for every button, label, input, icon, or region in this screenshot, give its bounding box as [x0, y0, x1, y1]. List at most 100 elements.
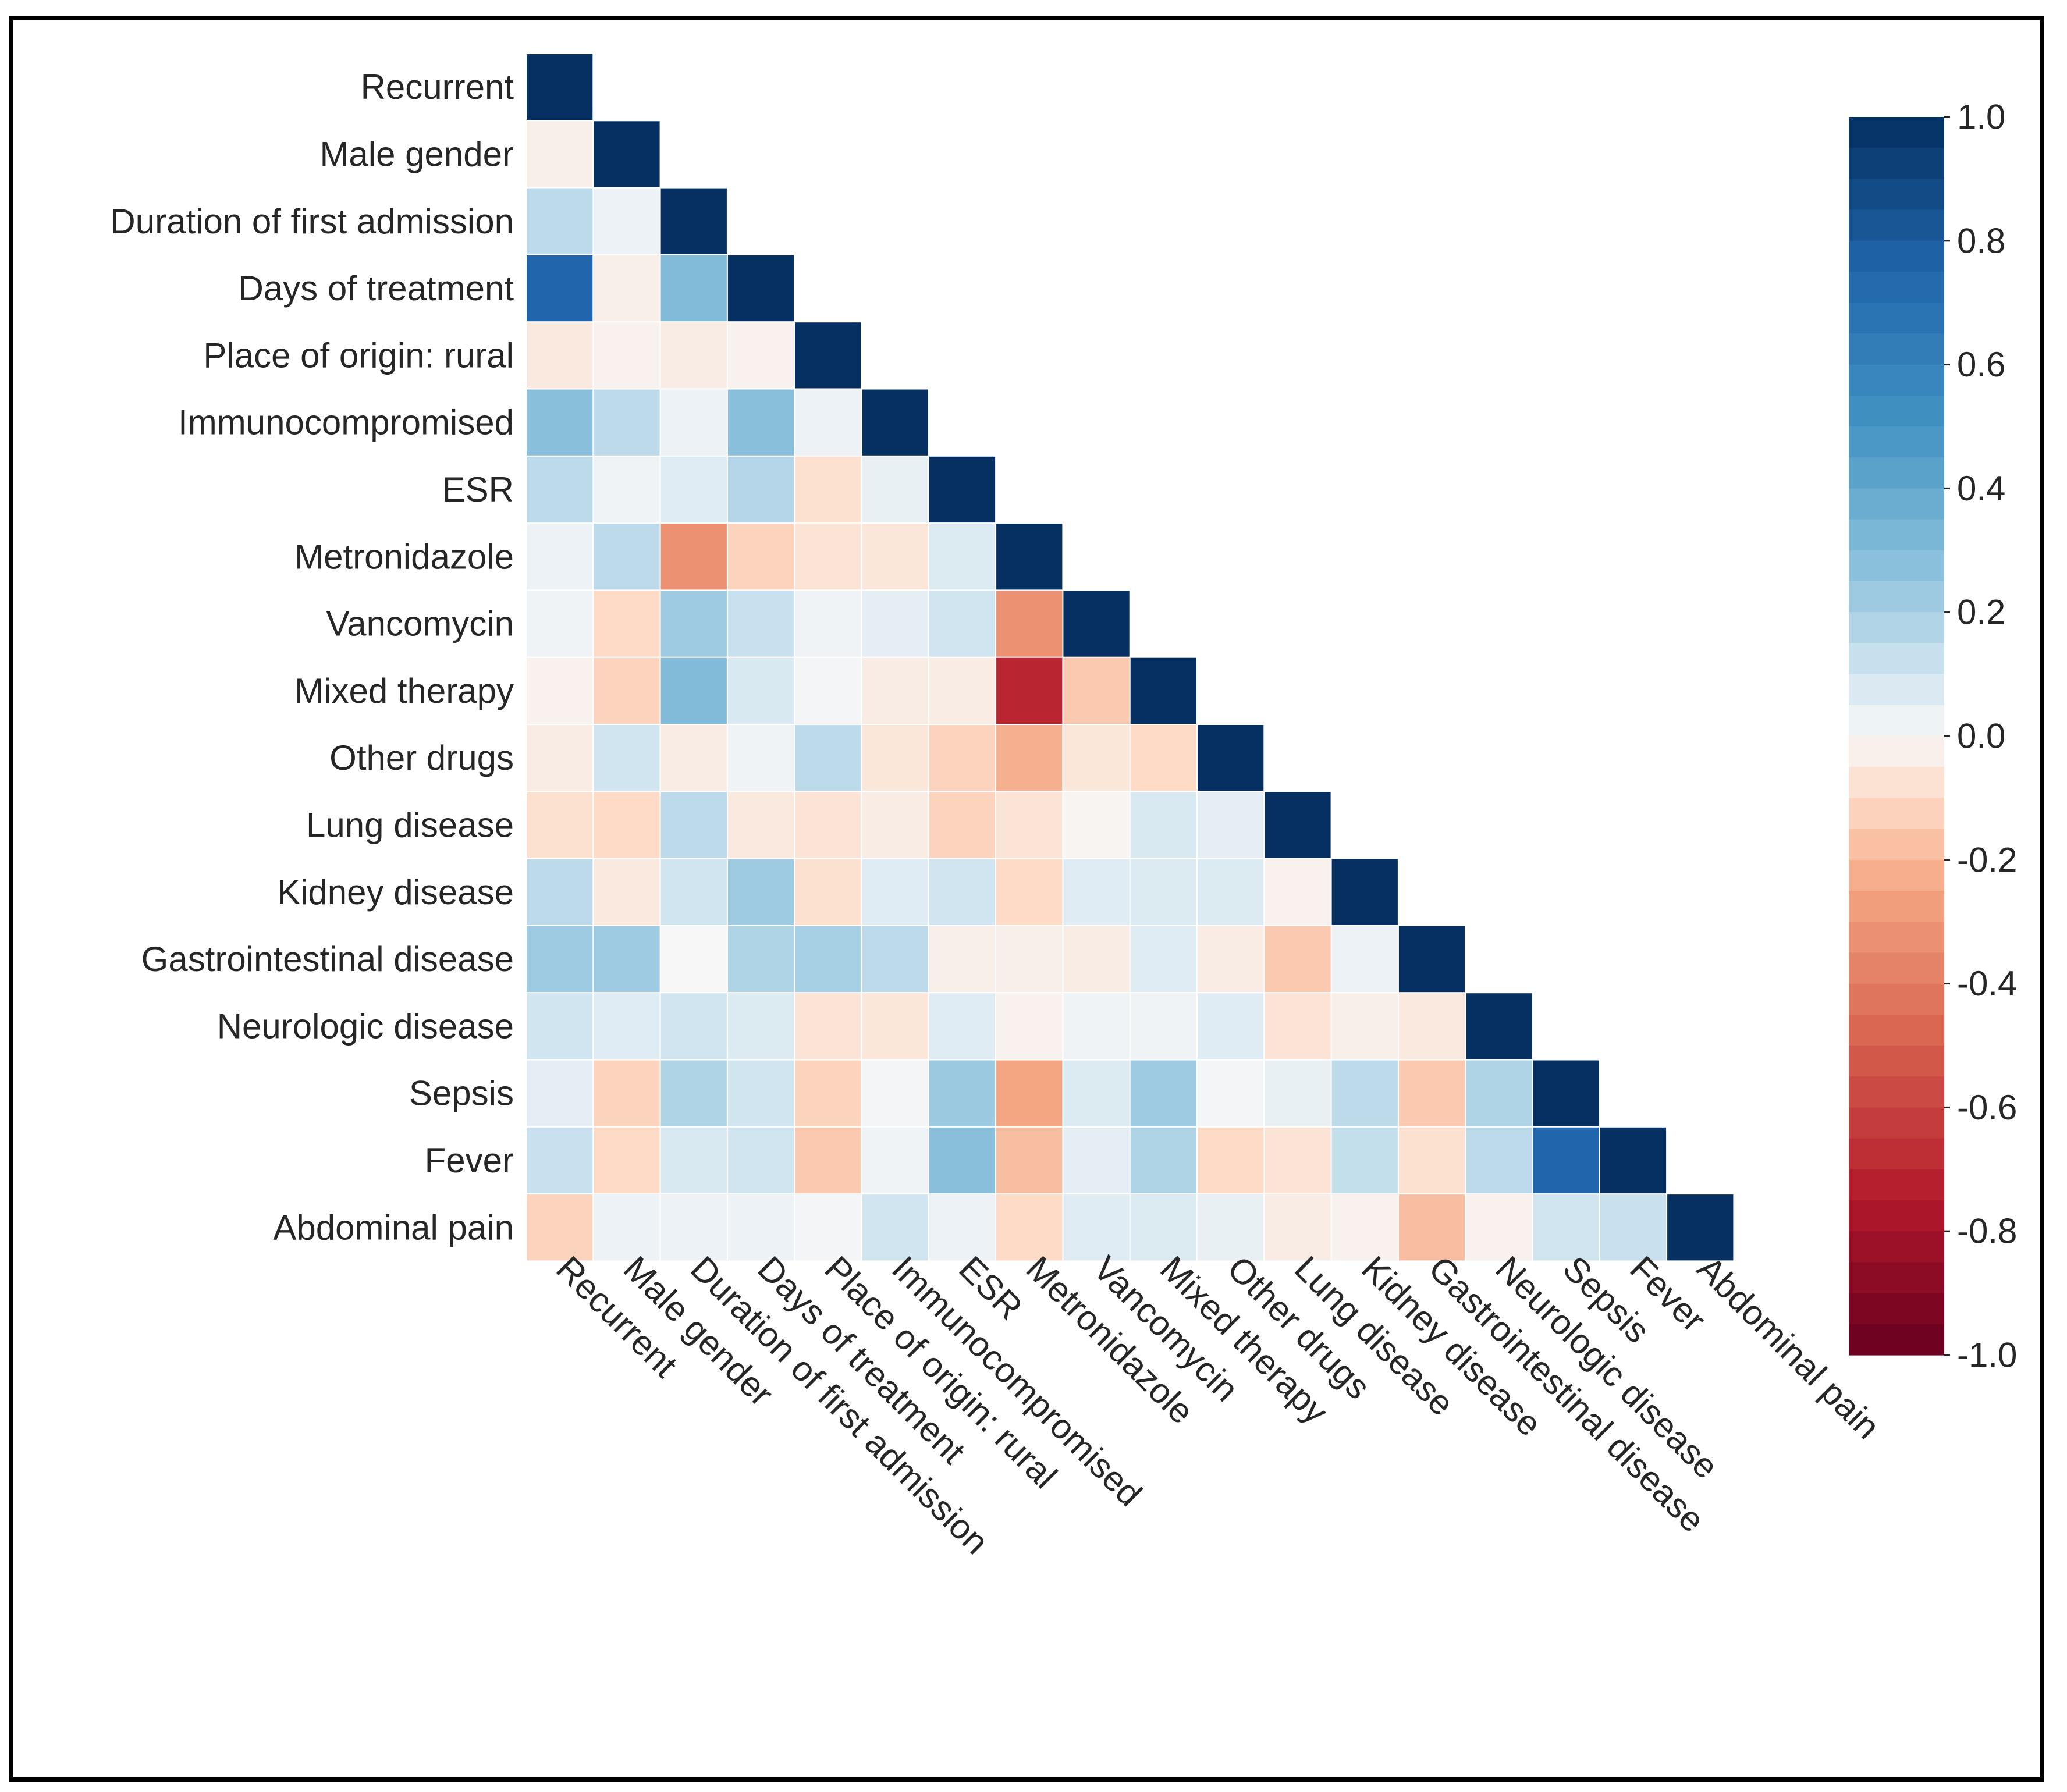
heatmap-cell [1667, 1194, 1734, 1261]
heatmap-cell [660, 657, 727, 724]
heatmap-cell [1063, 591, 1130, 657]
colorbar-segment [1849, 859, 1944, 891]
correlation-heatmap: Recurrent Male gender Duration of first ad… [110, 54, 2017, 1562]
heatmap-cell [929, 993, 996, 1059]
heatmap-cell [929, 591, 996, 657]
colorbar-segment [1849, 643, 1944, 675]
colorbar-tick-label: -1.0 [1957, 1336, 2017, 1375]
heatmap-cell [594, 456, 660, 523]
heatmap-cell [527, 657, 593, 724]
heatmap-cell [1130, 926, 1196, 993]
colorbar-segment [1849, 674, 1944, 706]
heatmap-cell [727, 1194, 794, 1261]
heatmap-cell [1265, 1127, 1331, 1194]
heatmap-cell [660, 322, 727, 389]
heatmap-cell [727, 322, 794, 389]
heatmap-cell [594, 657, 660, 724]
heatmap-cell [795, 389, 861, 456]
heatmap-cell [527, 54, 593, 120]
heatmap-cell [1198, 1127, 1264, 1194]
colorbar-segment [1849, 983, 1944, 1015]
heatmap-cell [1198, 993, 1264, 1059]
heatmap-cell [862, 1060, 928, 1126]
heatmap-cell [594, 389, 660, 456]
heatmap-cell [1600, 1127, 1667, 1194]
heatmap-cell [929, 725, 996, 791]
colorbar-segment [1849, 798, 1944, 830]
heatmap-cell [795, 792, 861, 858]
heatmap-cell [1198, 792, 1264, 858]
heatmap-cell [795, 1194, 861, 1261]
colorbar [1849, 117, 1944, 1356]
y-axis-label: Male gender [319, 135, 514, 174]
heatmap-cell [527, 993, 593, 1059]
heatmap-cell [795, 725, 861, 791]
heatmap-cell [1063, 657, 1130, 724]
heatmap-cell [1331, 1060, 1398, 1126]
heatmap-cell [594, 121, 660, 187]
colorbar-segment [1849, 829, 1944, 861]
heatmap-cell [660, 1060, 727, 1126]
heatmap-cell [594, 926, 660, 993]
colorbar-segment [1849, 457, 1944, 489]
heatmap-cell [1398, 993, 1465, 1059]
heatmap-cell [727, 1060, 794, 1126]
colorbar-segment [1849, 1200, 1944, 1232]
heatmap-cell [1130, 792, 1196, 858]
heatmap-cell [527, 389, 593, 456]
heatmap-cell [527, 1127, 593, 1194]
colorbar-segment [1849, 272, 1944, 303]
heatmap-cell [594, 188, 660, 254]
colorbar-tick-label: -0.8 [1957, 1212, 2017, 1251]
heatmap-cell [1198, 725, 1264, 791]
colorbar-tick-label: -0.2 [1957, 840, 2017, 879]
heatmap-cell [1265, 993, 1331, 1059]
heatmap-cell [862, 591, 928, 657]
colorbar-tick-labels: 1.0 0.8 0.6 0.4 0.2 0.0 -0.2 -0.4 -0.6 -0.8 -1.0 [1944, 98, 2017, 1375]
heatmap-cell [1466, 993, 1532, 1059]
y-axis-label: Mixed therapy [294, 671, 514, 710]
heatmap-cell [795, 456, 861, 523]
heatmap-cell [929, 859, 996, 925]
heatmap-cell [1331, 1194, 1398, 1261]
colorbar-segment [1849, 209, 1944, 241]
heatmap-cell [1063, 1060, 1130, 1126]
heatmap-cell [660, 1194, 727, 1261]
heatmap-cell [527, 524, 593, 590]
heatmap-cell [594, 1127, 660, 1194]
heatmap-cell [1331, 1127, 1398, 1194]
colorbar-segment [1849, 1293, 1944, 1325]
heatmap-cell [929, 657, 996, 724]
colorbar-tick-label: -0.6 [1957, 1088, 2017, 1127]
heatmap-cell [660, 591, 727, 657]
heatmap-cell [795, 859, 861, 925]
heatmap-cell [1466, 1060, 1532, 1126]
heatmap-cell [1130, 993, 1196, 1059]
heatmap-cell [795, 993, 861, 1059]
colorbar-segment [1849, 303, 1944, 334]
colorbar-tick-label: 0.4 [1957, 469, 2005, 508]
heatmap-cell [594, 1060, 660, 1126]
heatmap-cell [1265, 1194, 1331, 1261]
heatmap-cell [1198, 926, 1264, 993]
colorbar-segment [1849, 148, 1944, 179]
heatmap-cell [795, 1127, 861, 1194]
heatmap-cell [795, 524, 861, 590]
heatmap-cell [660, 859, 727, 925]
heatmap-cell [996, 926, 1063, 993]
colorbar-segment [1849, 922, 1944, 953]
heatmap-cell [527, 1194, 593, 1261]
y-axis-labels: Recurrent Male gender Duration of first ad… [110, 67, 514, 1247]
heatmap-cell [594, 322, 660, 389]
heatmap-cell [1398, 1194, 1465, 1261]
heatmap-cells [527, 54, 1734, 1261]
colorbar-segment [1849, 550, 1944, 582]
heatmap-cell [1130, 1194, 1196, 1261]
colorbar-segment [1849, 426, 1944, 458]
colorbar-segment [1849, 1107, 1944, 1139]
y-axis-label: Recurrent [361, 67, 514, 106]
heatmap-cell [594, 792, 660, 858]
heatmap-cell [594, 255, 660, 322]
y-axis-label: ESR [442, 470, 514, 509]
